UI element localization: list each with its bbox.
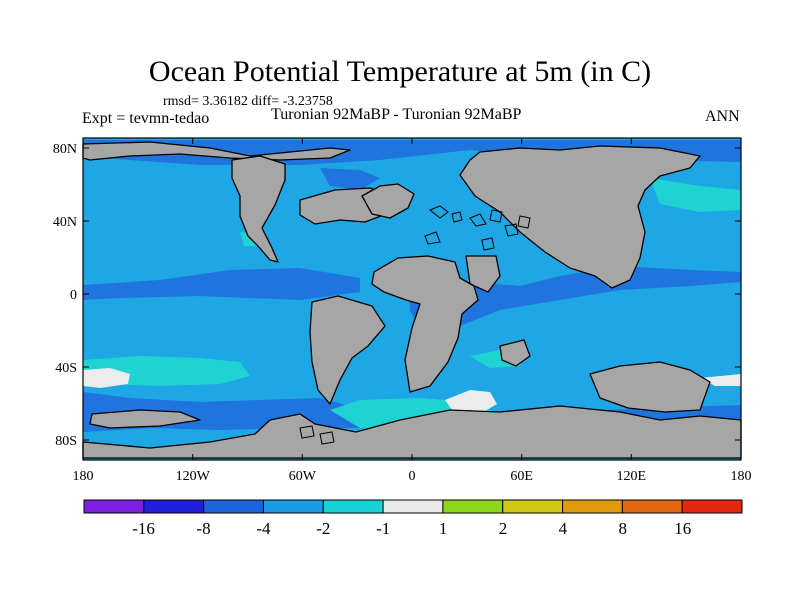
colorbar-labels: -16 -8 -4 -2 -1 1 2 4 8 16 — [132, 519, 691, 538]
landmass-africa — [371, 255, 479, 393]
landmass-south-america — [309, 295, 386, 405]
colorbar-swatch — [382, 499, 444, 514]
colorbar-swatch — [442, 499, 504, 514]
landmass-north-america-west — [231, 155, 286, 263]
lat-label-40s: 40S — [55, 361, 77, 376]
map-panel — [82, 137, 742, 461]
colorbar-label: 2 — [499, 519, 508, 538]
colorbar-label: 1 — [439, 519, 448, 538]
colorbar-label: -2 — [316, 519, 330, 538]
lat-label-40n: 40N — [53, 215, 77, 230]
lat-label-80s: 80S — [55, 434, 77, 449]
longitude-axis — [82, 138, 742, 460]
lon-label-120e: 120E — [617, 469, 647, 484]
colorbar-swatch — [681, 499, 743, 514]
landmass-australia — [589, 361, 711, 413]
colorbar-label: -4 — [256, 519, 271, 538]
colorbar-label: 8 — [619, 519, 628, 538]
colorbar-swatch — [203, 499, 264, 514]
lat-label-0: 0 — [70, 288, 77, 303]
latitude-labels: 80N 40N 0 40S 80S — [53, 142, 77, 449]
season-label: ANN — [705, 108, 740, 125]
colorbar-swatch — [143, 499, 205, 514]
colorbar-swatch — [262, 499, 324, 514]
period-label: Turonian 92MaBP - Turonian 92MaBP — [271, 106, 522, 123]
lon-label-120w: 120W — [176, 469, 211, 484]
landmass-madagascar — [499, 339, 531, 367]
map-title: Ocean Potential Temperature at 5m (in C) — [148, 55, 652, 88]
landmass-antarctica — [82, 405, 742, 459]
colorbar-swatch — [502, 499, 564, 514]
longitude-labels: 180 120W 60W 0 60E 120E 180 — [73, 469, 752, 484]
land-masses — [82, 141, 742, 459]
colorbar-swatch — [83, 499, 145, 514]
colorbar-swatch — [562, 499, 623, 514]
landmass-europe — [361, 183, 415, 219]
stats-label: rmsd= 3.36182 diff= -3.23758 — [163, 94, 333, 109]
colorbar-label: -1 — [376, 519, 390, 538]
experiment-label: Expt = tevmn-tedao — [82, 110, 210, 127]
colorbar-label: 4 — [559, 519, 568, 538]
landmass-south-islands — [89, 409, 201, 429]
latitude-axis — [83, 147, 741, 441]
lon-label-180w: 180 — [73, 469, 94, 484]
colorbar-label: -8 — [196, 519, 210, 538]
colorbar — [83, 499, 743, 514]
island-outlines — [299, 205, 531, 445]
lon-label-60w: 60W — [289, 469, 317, 484]
landmass-asia — [459, 145, 701, 289]
colorbar-label: -16 — [132, 519, 155, 538]
lon-label-0: 0 — [409, 469, 416, 484]
lat-label-80n: 80N — [53, 142, 77, 157]
colorbar-swatch — [621, 499, 683, 514]
lon-label-60e: 60E — [510, 469, 533, 484]
landmass-arabia — [465, 255, 501, 293]
colorbar-swatch — [322, 499, 384, 514]
lon-label-180e: 180 — [731, 469, 752, 484]
landmass-north-polar — [82, 141, 351, 161]
colorbar-label: 16 — [674, 519, 691, 538]
